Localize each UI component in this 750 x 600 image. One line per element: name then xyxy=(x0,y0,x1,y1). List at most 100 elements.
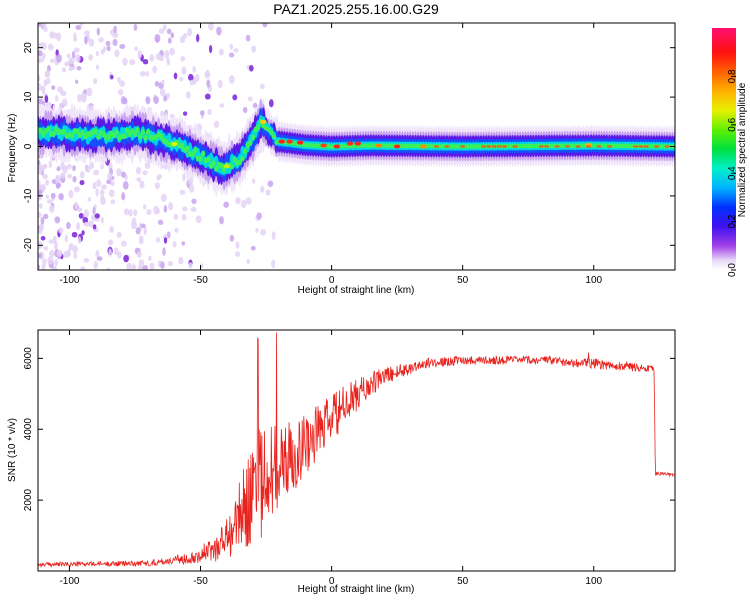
colorbar: 0.0 0.2 0.4 0.6 0.8 Normalized spectral ampl… xyxy=(712,28,748,277)
snr-x-label: Height of straight line (km) xyxy=(298,584,415,595)
band-seg-5 xyxy=(180,143,185,149)
noise-blob xyxy=(178,256,184,265)
band-seg-5 xyxy=(271,134,277,139)
noise-blob xyxy=(82,216,89,224)
noise-blob xyxy=(172,240,177,248)
noise-blob xyxy=(79,170,85,179)
noise-blob xyxy=(160,193,167,202)
band-seg-5 xyxy=(132,130,138,137)
noise-blob xyxy=(174,227,179,233)
noise-blob xyxy=(55,175,59,184)
noise-blob xyxy=(105,40,111,46)
band-hotspot-12 xyxy=(171,142,178,147)
noise-blob xyxy=(114,49,120,58)
noise-blob xyxy=(84,35,88,45)
band-seg-5 xyxy=(51,131,56,137)
noise-blob xyxy=(45,194,49,199)
noise-blob xyxy=(38,83,42,91)
snr-y-tick-label-2: 6000 xyxy=(23,347,34,370)
noise-blob xyxy=(47,256,54,265)
noise-blob xyxy=(123,254,129,263)
noise-blob xyxy=(95,64,100,70)
noise-blob xyxy=(66,221,71,230)
noise-blob xyxy=(192,65,196,73)
noise-blob xyxy=(68,66,73,72)
spec-y-tick-label-3: 10 xyxy=(23,91,34,103)
noise-blob xyxy=(159,88,166,97)
band-core xyxy=(496,145,502,148)
noise-blob xyxy=(100,193,105,201)
noise-blob xyxy=(189,79,194,86)
noise-blob xyxy=(86,87,93,97)
noise-blob xyxy=(157,174,163,179)
spec-x-tick-label-1: -50 xyxy=(193,275,208,286)
noise-blob xyxy=(149,262,155,270)
noise-blob xyxy=(73,253,78,259)
noise-blob xyxy=(96,179,102,187)
band-core xyxy=(664,145,670,148)
spec-y-tick-label-2: 0 xyxy=(23,143,34,149)
band-seg-5 xyxy=(138,133,143,140)
noise-blob xyxy=(95,250,100,258)
band-core xyxy=(633,145,639,148)
noise-blob xyxy=(58,227,64,234)
noise-blob xyxy=(40,236,46,241)
band-seg-5 xyxy=(266,127,271,132)
band-seg-5 xyxy=(69,132,75,139)
band-seg-5 xyxy=(242,148,248,155)
noise-blob xyxy=(245,34,251,42)
noise-blob xyxy=(80,95,87,103)
colorbar-tick-label-4: 0.8 xyxy=(727,69,738,83)
noise-blob xyxy=(143,226,147,236)
band-core xyxy=(654,145,660,148)
noise-blob xyxy=(66,163,72,170)
noise-blob xyxy=(110,199,116,204)
noise-blob xyxy=(56,166,61,172)
noise-blob xyxy=(153,96,159,105)
noise-blob xyxy=(182,206,188,212)
noise-blob xyxy=(247,96,253,102)
snr-x-tick-label-2: 0 xyxy=(329,576,335,587)
noise-blob xyxy=(88,38,95,47)
noise-blob xyxy=(74,54,81,63)
noise-blob xyxy=(92,181,97,190)
noise-blob xyxy=(181,213,187,221)
noise-blob xyxy=(93,169,100,176)
band-seg-5 xyxy=(193,147,198,153)
noise-blob xyxy=(68,57,75,65)
band-seg-5 xyxy=(61,128,67,135)
spectrogram-marks xyxy=(38,23,675,270)
noise-blob xyxy=(83,209,89,218)
noise-blob xyxy=(121,192,126,201)
band-core xyxy=(486,145,492,148)
noise-blob xyxy=(208,23,214,31)
snr-x-tick-label-1: -50 xyxy=(193,576,208,587)
noise-blob xyxy=(135,227,141,235)
noise-blob xyxy=(42,213,49,220)
noise-blob xyxy=(181,241,186,246)
noise-blob xyxy=(38,74,41,82)
noise-blob xyxy=(126,262,132,270)
noise-blob xyxy=(78,212,84,219)
band-seg-5 xyxy=(190,151,195,158)
noise-blob xyxy=(93,260,98,270)
noise-blob xyxy=(153,205,160,215)
noise-blob xyxy=(56,32,62,42)
noise-blob xyxy=(133,23,138,31)
noise-blob xyxy=(213,120,220,129)
noise-blob xyxy=(64,234,69,243)
noise-blob xyxy=(112,38,118,47)
noise-blob xyxy=(52,235,57,245)
noise-blob xyxy=(136,177,142,182)
band-core xyxy=(538,145,544,148)
noise-blob xyxy=(100,164,104,170)
noise-blob xyxy=(181,66,187,75)
noise-blob xyxy=(98,37,104,43)
noise-blob xyxy=(271,231,276,240)
noise-blob xyxy=(79,180,85,186)
band-hotspot-8 xyxy=(393,144,401,149)
noise-blob xyxy=(123,208,130,216)
band-hotspot-9 xyxy=(420,144,427,149)
noise-blob xyxy=(245,197,252,205)
noise-blob xyxy=(85,165,91,173)
